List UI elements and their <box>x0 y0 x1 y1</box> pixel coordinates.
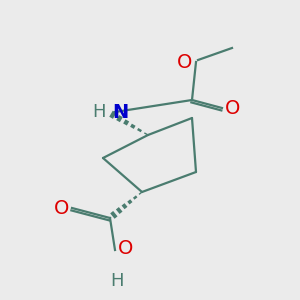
Text: H: H <box>92 103 106 121</box>
Text: O: O <box>54 199 69 218</box>
Text: N: N <box>112 103 128 122</box>
Text: H: H <box>110 272 124 290</box>
Text: O: O <box>177 52 192 71</box>
Text: O: O <box>225 98 240 118</box>
Text: O: O <box>118 238 134 257</box>
